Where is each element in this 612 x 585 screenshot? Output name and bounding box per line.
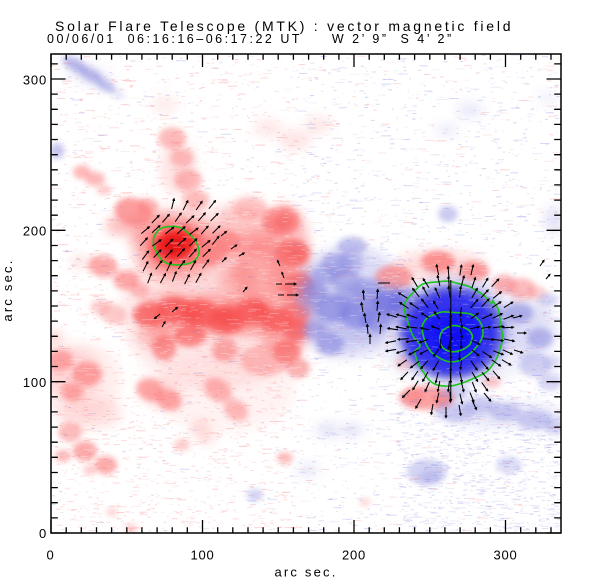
svg-text:0: 0	[39, 526, 47, 541]
svg-text:0: 0	[46, 548, 54, 563]
svg-text:arc sec.: arc sec.	[0, 258, 15, 321]
svg-text:00/06/01 06:16:16–06:17:22 UT: 00/06/01 06:16:16–06:17:22 UT W 2’ 9” S …	[47, 32, 454, 46]
svg-text:100: 100	[23, 375, 47, 390]
svg-text:200: 200	[23, 224, 47, 239]
svg-text:Solar Flare Telescope (MTK) :: Solar Flare Telescope (MTK) : vector mag…	[55, 18, 513, 34]
svg-text:200: 200	[342, 548, 366, 563]
svg-text:300: 300	[493, 548, 517, 563]
svg-text:100: 100	[190, 548, 214, 563]
svg-text:300: 300	[23, 73, 47, 88]
svg-text:arc sec.: arc sec.	[274, 565, 337, 580]
